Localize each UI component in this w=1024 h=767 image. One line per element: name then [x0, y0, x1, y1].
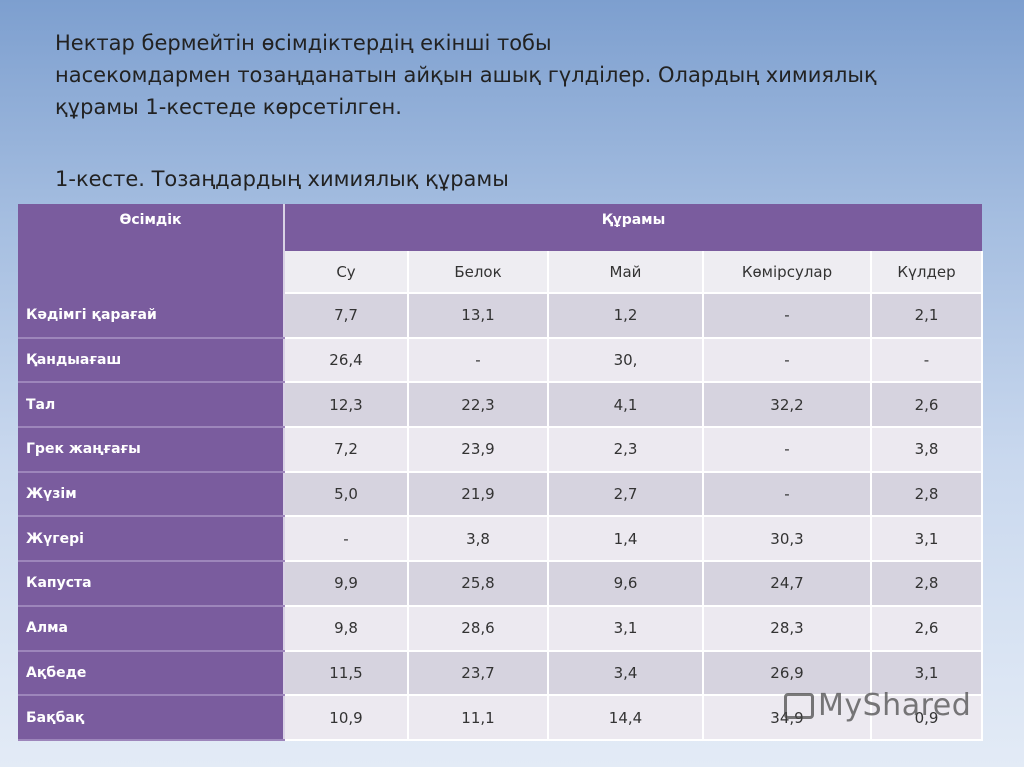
row-plant-name: Ақбеде	[18, 650, 285, 697]
subheader-protein: Белок	[408, 251, 549, 294]
table-row: Жүгері -3,8 1,4 30,3 3,1	[18, 516, 984, 563]
table-cell: 14,4	[548, 695, 704, 741]
table-cell: 9,8	[284, 605, 409, 652]
table-cell: 11,1	[408, 695, 549, 741]
table-cell: 21,9	[408, 471, 549, 518]
table-cell: 28,6	[408, 605, 549, 652]
table-caption: 1-кесте. Тозаңдардың химиялық құрамы	[55, 167, 509, 191]
header-composition: Құрамы	[284, 204, 983, 251]
table-cell: 2,3	[548, 427, 704, 473]
table-cell: -	[284, 516, 409, 563]
table-cell: -	[871, 337, 984, 384]
table-cell: 2,1	[871, 293, 984, 339]
table-row: Алма 9,8 28,6 3,1 28,3 2,6	[18, 605, 984, 652]
table-cell: -	[703, 427, 872, 473]
table-cell: 7,2	[284, 427, 409, 473]
table-cell: 13,1	[408, 293, 549, 339]
table-cell: 25,8	[408, 561, 549, 607]
table-cell: 0,9	[871, 695, 984, 741]
table-cell: 7,7	[284, 293, 409, 339]
table-cell: 3,8	[408, 516, 549, 563]
table-cell: 2,8	[871, 471, 984, 518]
table-cell: 1,4	[548, 516, 704, 563]
header-plant: Өсімдік	[18, 204, 285, 293]
watermark-logo-icon	[784, 693, 814, 719]
subheader-fat: Май	[548, 251, 704, 294]
row-plant-name: Капуста	[18, 561, 285, 607]
table-row: Қандыағаш 26,4-30, - -	[18, 337, 984, 384]
row-plant-name: Қандыағаш	[18, 337, 285, 384]
table-cell: 11,5	[284, 650, 409, 697]
row-plant-name: Тал	[18, 382, 285, 429]
intro-line-3: құрамы 1-кестеде көрсетілген.	[55, 95, 402, 119]
intro-line-1: Нектар бермейтін өсімдіктердің екінші то…	[55, 31, 552, 55]
table-cell: 2,7	[548, 471, 704, 518]
table-cell: 2,6	[871, 382, 984, 429]
table-cell: 23,7	[408, 650, 549, 697]
intro-text: Нектар бермейтін өсімдіктердің екінші то…	[55, 27, 995, 123]
row-plant-name: Жүзім	[18, 471, 285, 518]
table-cell: 2,6	[871, 605, 984, 652]
table-cell: 24,7	[703, 561, 872, 607]
subheader-ash: Күлдер	[871, 251, 984, 294]
table-row: Грек жаңғағы 7,2 23,9 2,3-3,8	[18, 427, 984, 473]
row-plant-name: Бақбақ	[18, 695, 285, 741]
subheader-carbohydrates: Көмірсулар	[703, 251, 872, 294]
watermark: MyShared	[784, 688, 971, 723]
table-row: Бақбақ 10,9 11,1 14,4 34,9 0,9	[18, 695, 984, 741]
row-plant-name: Грек жаңғағы	[18, 427, 285, 473]
subheader-water: Су	[284, 251, 409, 294]
table-cell: 3,8	[871, 427, 984, 473]
table-cell: 1,2	[548, 293, 704, 339]
table-cell: -	[408, 337, 549, 384]
composition-table: Өсімдік Құрамы Су Белок Май Көмірсулар К…	[18, 204, 984, 741]
table-row: Капуста 9,9 25,8 9,6 24,7 2,8	[18, 561, 984, 607]
table-cell: 28,3	[703, 605, 872, 652]
table-row: Тал 12,3 22,3 4,1 32,2 2,6	[18, 382, 984, 429]
table-cell: 3,1	[871, 516, 984, 563]
table-cell: 9,6	[548, 561, 704, 607]
table-row: Жүзім 5,0 21,9 2,7-2,8	[18, 471, 984, 518]
table-cell: 26,4	[284, 337, 409, 384]
table-cell: 23,9	[408, 427, 549, 473]
watermark-text: MyShared	[818, 688, 972, 723]
table-cell: -	[703, 293, 872, 339]
table-cell: 3,1	[548, 605, 704, 652]
table-cell: 9,9	[284, 561, 409, 607]
table-cell: 32,2	[703, 382, 872, 429]
table-row: Ақбеде 11,5 23,7 3,4 26,9 3,1	[18, 650, 984, 697]
table-cell: 30,3	[703, 516, 872, 563]
intro-line-2: насекомдармен тозаңданатын айқын ашық гү…	[55, 63, 877, 87]
row-plant-name: Кәдімгі қарағай	[18, 293, 285, 339]
table-cell: -	[703, 471, 872, 518]
table-cell: 5,0	[284, 471, 409, 518]
table-cell: 3,4	[548, 650, 704, 697]
table-cell: -	[703, 337, 872, 384]
row-plant-name: Жүгері	[18, 516, 285, 563]
row-plant-name: Алма	[18, 605, 285, 652]
table-cell: 12,3	[284, 382, 409, 429]
table-cell: 26,9	[703, 650, 872, 697]
table-cell: 30,	[548, 337, 704, 384]
table-cell: 22,3	[408, 382, 549, 429]
table-cell: 2,8	[871, 561, 984, 607]
table-cell: 10,9	[284, 695, 409, 741]
table-cell: 4,1	[548, 382, 704, 429]
table-row: Кәдімгі қарағай 7,7 13,1 1,2-2,1	[18, 293, 984, 339]
table-cell: 3,1	[871, 650, 984, 697]
